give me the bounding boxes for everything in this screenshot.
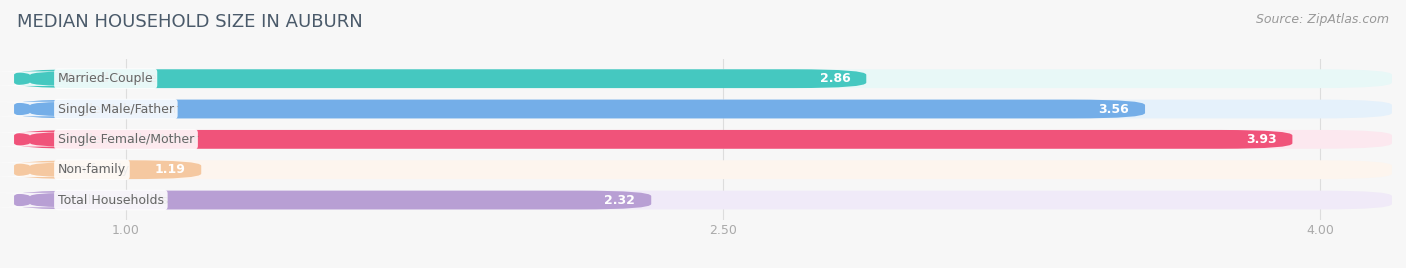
FancyBboxPatch shape <box>0 193 77 207</box>
FancyBboxPatch shape <box>14 69 1392 88</box>
Text: Single Male/Father: Single Male/Father <box>58 103 174 116</box>
Text: Total Households: Total Households <box>62 193 167 207</box>
FancyBboxPatch shape <box>14 100 1392 118</box>
Text: Single Male/Father: Single Male/Father <box>62 103 177 116</box>
FancyBboxPatch shape <box>0 102 77 116</box>
FancyBboxPatch shape <box>14 130 1292 149</box>
FancyBboxPatch shape <box>14 130 1392 149</box>
Text: 3.56: 3.56 <box>1098 103 1129 116</box>
Text: Married-Couple: Married-Couple <box>62 72 157 85</box>
FancyBboxPatch shape <box>14 160 1392 179</box>
Text: 1.19: 1.19 <box>155 163 186 176</box>
FancyBboxPatch shape <box>14 160 201 179</box>
Text: Non-family: Non-family <box>58 163 127 176</box>
FancyBboxPatch shape <box>14 191 651 210</box>
Text: Single Female/Mother: Single Female/Mother <box>58 133 194 146</box>
Text: 2.86: 2.86 <box>820 72 851 85</box>
FancyBboxPatch shape <box>0 132 77 147</box>
Text: Single Female/Mother: Single Female/Mother <box>62 133 198 146</box>
Text: Total Households: Total Households <box>58 193 165 207</box>
Text: Non-family: Non-family <box>62 163 129 176</box>
Text: Source: ZipAtlas.com: Source: ZipAtlas.com <box>1256 13 1389 27</box>
FancyBboxPatch shape <box>14 69 866 88</box>
Text: 2.32: 2.32 <box>605 193 636 207</box>
FancyBboxPatch shape <box>14 191 1392 210</box>
FancyBboxPatch shape <box>14 100 1144 118</box>
FancyBboxPatch shape <box>0 162 77 177</box>
Text: MEDIAN HOUSEHOLD SIZE IN AUBURN: MEDIAN HOUSEHOLD SIZE IN AUBURN <box>17 13 363 31</box>
Text: 3.93: 3.93 <box>1246 133 1277 146</box>
Text: Married-Couple: Married-Couple <box>58 72 153 85</box>
FancyBboxPatch shape <box>0 71 77 86</box>
